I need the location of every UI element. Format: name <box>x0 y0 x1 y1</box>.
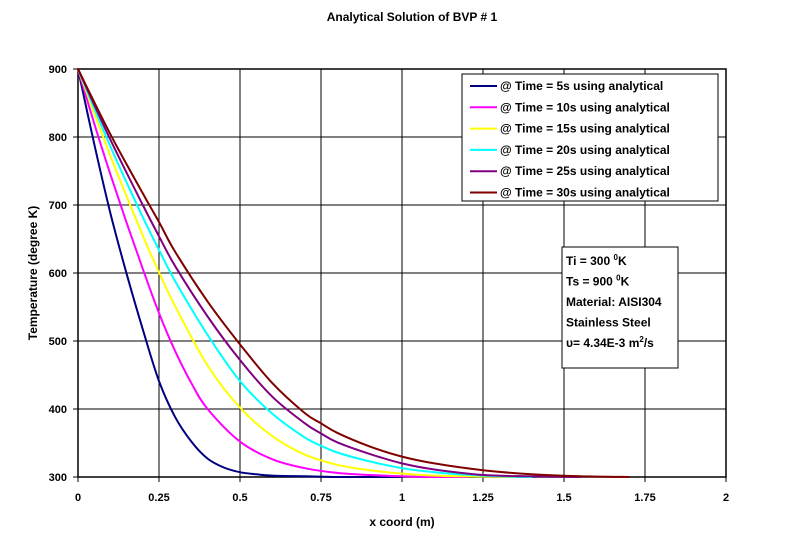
series-line-4 <box>77 68 533 478</box>
series-line-3 <box>77 68 517 478</box>
y-tick-label: 500 <box>49 336 67 348</box>
legend-label-1: @ Time = 5s using analytical <box>500 79 663 93</box>
legend-label-6: @ Time = 30s using analytical <box>500 186 670 200</box>
info-box: Ti = 300 0K Ts = 900 0K Material: AISI304 S… <box>561 246 679 369</box>
x-tick-label: 1.25 <box>472 492 493 504</box>
series-line-2 <box>77 68 468 479</box>
info-line-5: υ= 4.34E-3 m2/s <box>566 335 654 350</box>
legend-label-5: @ Time = 25s using analytical <box>500 164 670 178</box>
info-line-2: Ts = 900 0K <box>566 274 630 289</box>
x-tick-label: 2 <box>723 492 729 504</box>
info-box-frame <box>561 246 679 369</box>
y-tick-label: 800 <box>49 132 67 144</box>
info-line-3: Material: AISI304 <box>566 295 662 309</box>
series-line-5 <box>77 68 582 478</box>
chart-title: Analytical Solution of BVP # 1 <box>327 10 498 24</box>
x-tick-label: 0.75 <box>310 492 331 504</box>
x-tick-label: 0 <box>75 492 81 504</box>
info-line-1: Ti = 300 0K <box>566 253 627 268</box>
legend-label-4: @ Time = 20s using analytical <box>500 143 670 157</box>
y-axis-title: Temperature (degree K) <box>26 206 40 340</box>
info-line-4: Stainless Steel <box>566 316 651 330</box>
legend-label-3: @ Time = 15s using analytical <box>500 122 670 136</box>
y-tick-label: 600 <box>49 268 67 280</box>
series-line-6 <box>77 68 630 478</box>
series-lines <box>77 68 630 479</box>
x-tick-label: 0.5 <box>232 492 247 504</box>
series-line-1 <box>77 68 403 479</box>
legend-box <box>461 73 719 202</box>
x-tick-label: 1.5 <box>556 492 571 504</box>
y-tick-label: 900 <box>49 64 67 76</box>
x-tick-label: 0.25 <box>148 492 169 504</box>
x-tick-label: 1.75 <box>634 492 655 504</box>
y-tick-label: 400 <box>49 404 67 416</box>
y-tick-label: 300 <box>49 472 67 484</box>
x-axis-title: x coord (m) <box>369 515 434 529</box>
x-tick-label: 1 <box>399 492 405 504</box>
y-tick-label: 700 <box>49 200 67 212</box>
legend-label-2: @ Time = 10s using analytical <box>500 100 670 114</box>
legend: @ Time = 5s using analytical @ Time = 10s… <box>461 73 719 202</box>
